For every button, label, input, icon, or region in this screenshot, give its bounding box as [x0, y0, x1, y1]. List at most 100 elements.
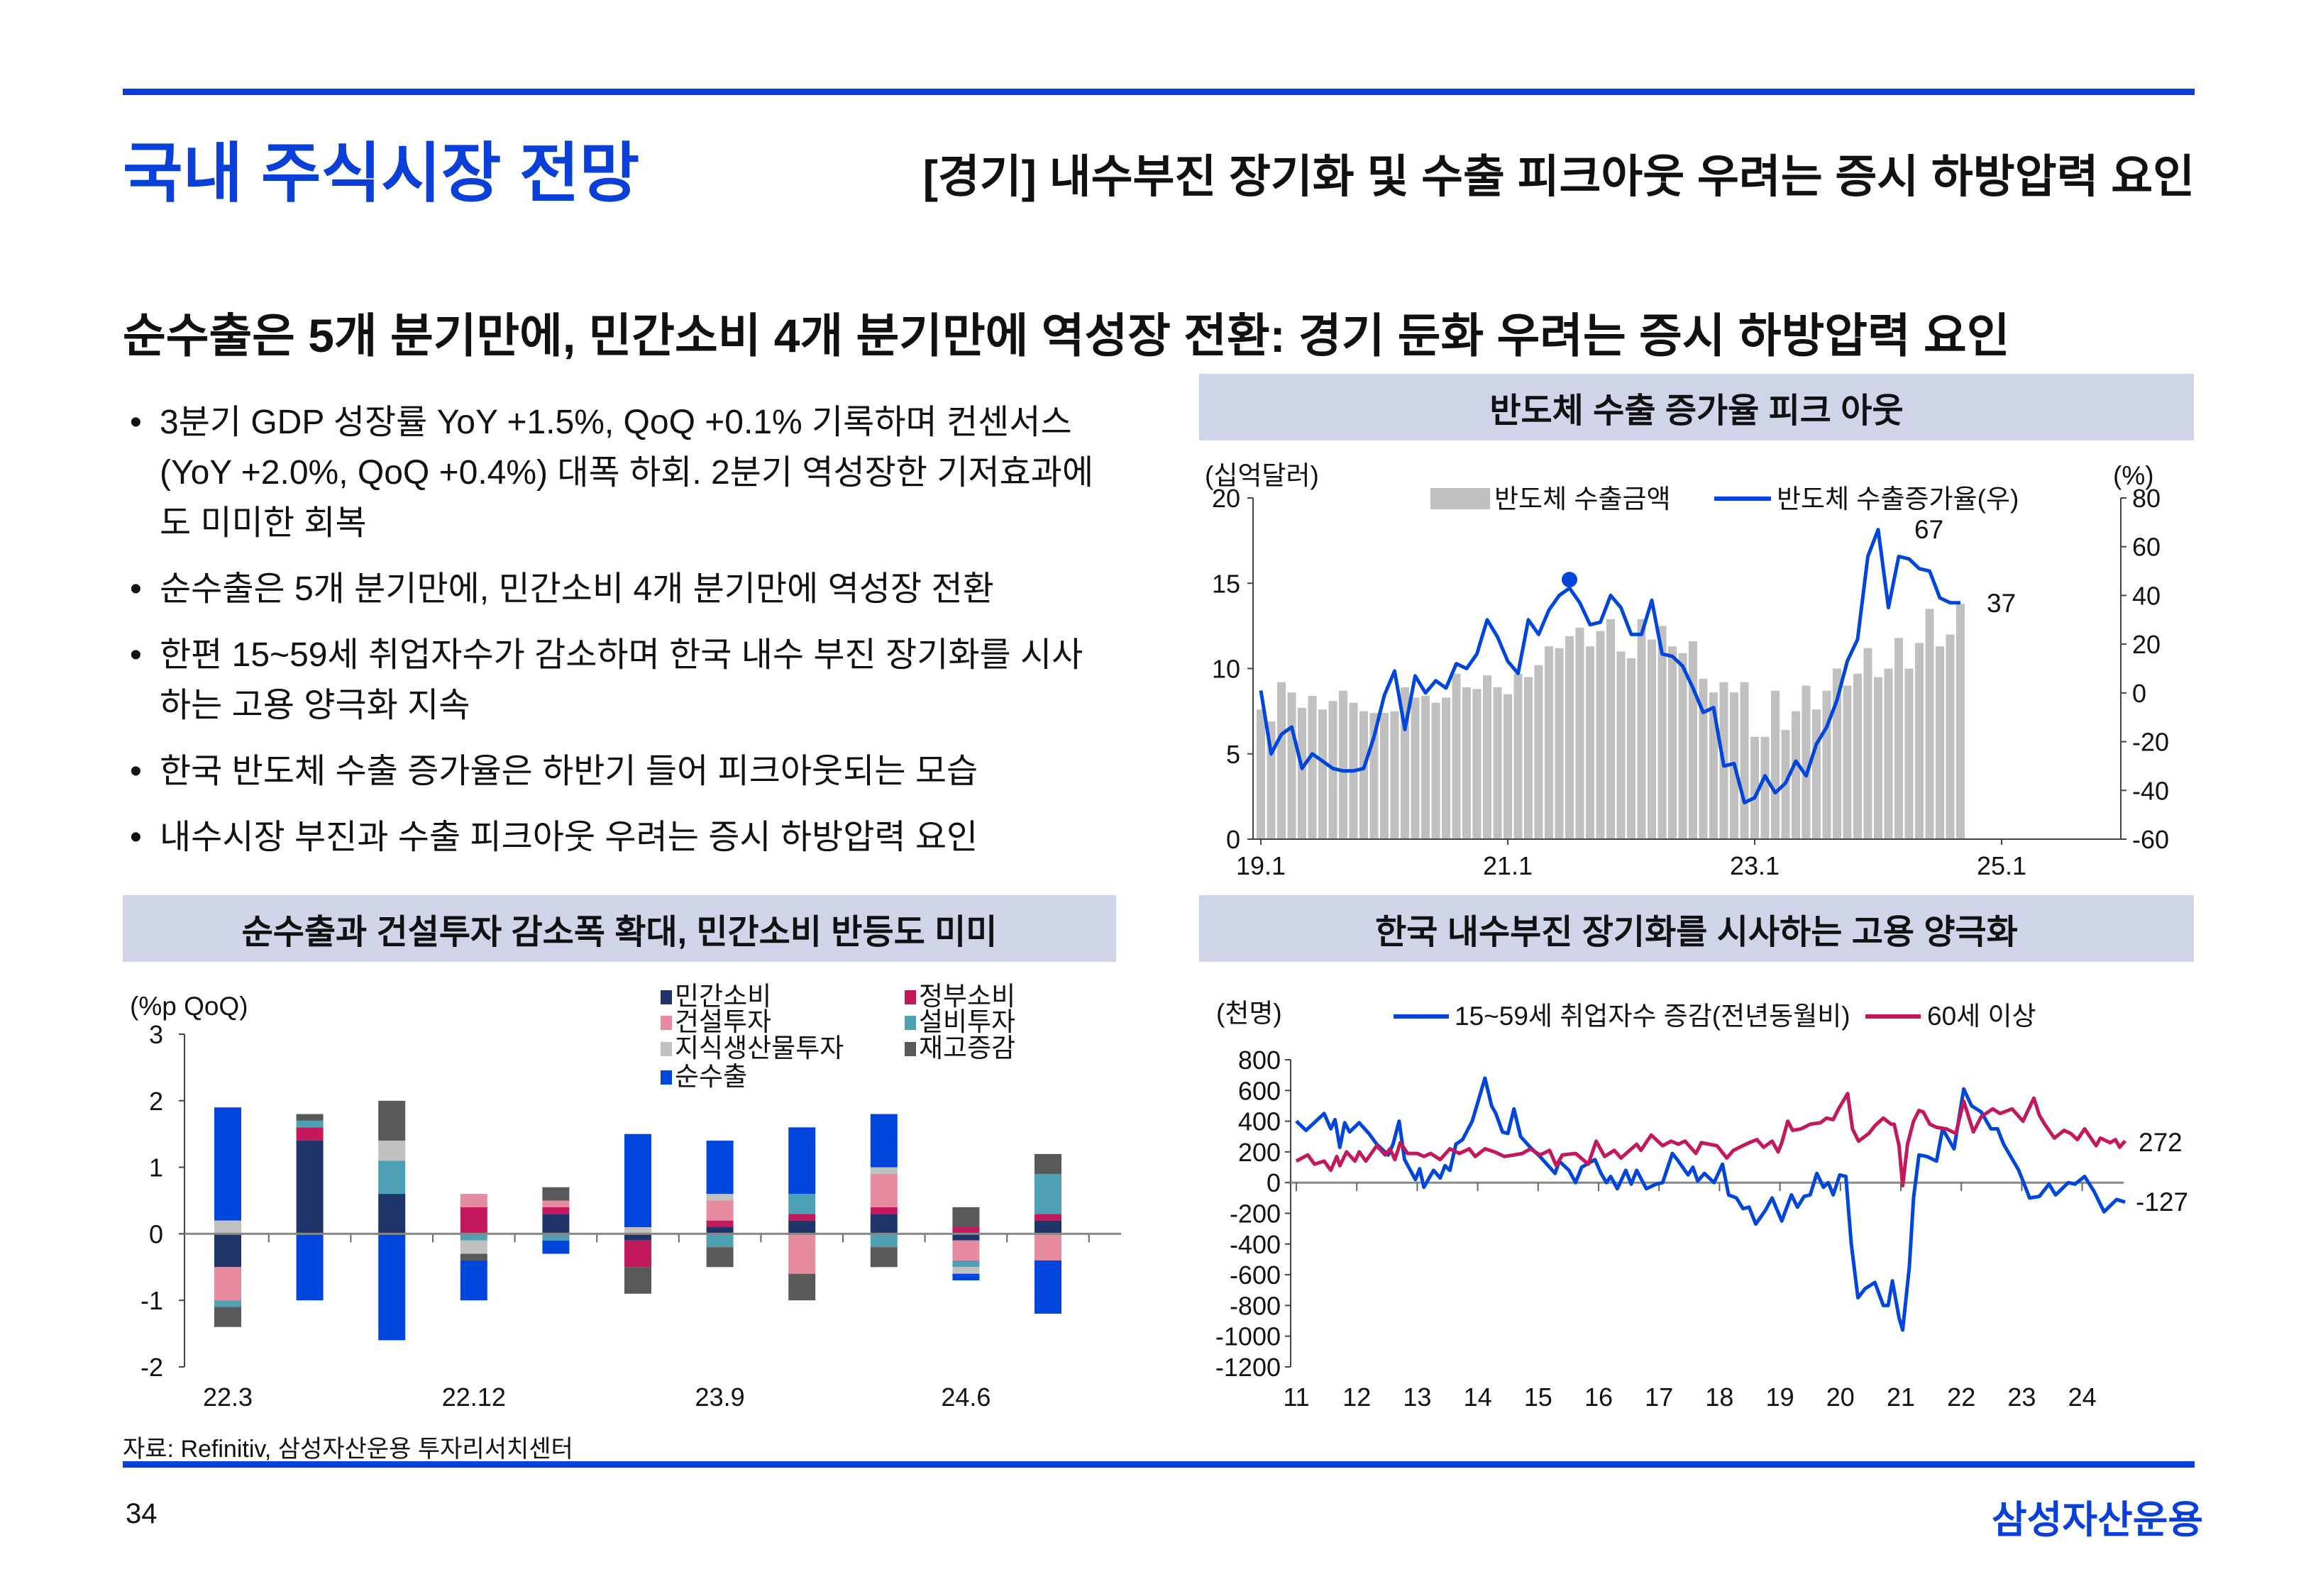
export-bar	[1504, 694, 1512, 839]
x-tick-label: 16	[1584, 1382, 1613, 1412]
y-right-tick-label: -60	[2132, 825, 2169, 854]
export-bar	[1493, 687, 1502, 839]
x-tick-label: 21	[1887, 1382, 1915, 1412]
y-tick-label: 0	[1267, 1168, 1281, 1197]
export-bar	[1946, 634, 1955, 839]
x-tick-label: 18	[1705, 1382, 1733, 1412]
y-tick-label: 0	[1226, 825, 1240, 854]
data-label-last: 37	[1987, 589, 2017, 618]
y-right-tick-label: 20	[2132, 630, 2161, 659]
stacked-segment	[378, 1100, 406, 1141]
legend-swatch-bar	[1430, 488, 1490, 509]
export-bar	[1308, 695, 1317, 839]
stacked-segment	[378, 1141, 406, 1161]
stacked-segment	[952, 1267, 980, 1274]
export-bar	[1545, 646, 1553, 839]
legend-label: 반도체 수출금액	[1494, 484, 1671, 514]
stacked-segment	[624, 1134, 651, 1228]
stacked-segment	[870, 1214, 898, 1234]
bullet-item: 한국 반도체 수출 증가율은 하반기 들어 피크아웃되는 모습	[130, 746, 1123, 797]
export-bar	[1596, 631, 1605, 839]
y-tick-label: -600	[1230, 1260, 1281, 1290]
export-bar	[1287, 692, 1296, 839]
page-title: 국내 주식시장 전망	[123, 138, 640, 210]
stacked-segment	[952, 1273, 980, 1281]
export-bar	[1657, 626, 1667, 839]
export-bar	[1843, 685, 1852, 839]
legend-label: 재고증감	[919, 1033, 1016, 1063]
stacked-segment	[706, 1220, 734, 1228]
stacked-segment	[870, 1167, 898, 1174]
export-bar	[1421, 695, 1430, 839]
y-tick-label: 1	[149, 1153, 163, 1182]
stacked-segment	[460, 1194, 487, 1207]
export-bar	[1462, 687, 1471, 839]
export-bar	[1606, 619, 1615, 839]
stacked-segment	[214, 1307, 241, 1327]
bullet-list: 3분기 GDP 성장률 YoY +1.5%, QoQ +0.1% 기록하며 컨센…	[130, 397, 1123, 878]
export-bar	[1956, 604, 1965, 839]
chart-title-semiconductor: 반도체 수출 증가율 피크 아웃	[1199, 374, 2194, 440]
export-bar	[1925, 609, 1934, 839]
stacked-segment	[542, 1200, 570, 1207]
export-bar	[1277, 682, 1286, 839]
stacked-segment	[378, 1194, 406, 1234]
stacked-segment	[296, 1234, 324, 1301]
y-tick-label: 800	[1238, 1046, 1281, 1075]
export-bar	[1689, 641, 1697, 839]
stacked-segment	[624, 1240, 651, 1268]
export-bar	[1740, 682, 1749, 839]
stacked-segment	[214, 1220, 241, 1234]
employment-60plus-line	[1295, 1092, 2127, 1188]
x-tick-label: 12	[1342, 1382, 1371, 1412]
export-bar	[1524, 677, 1533, 839]
stacked-segment	[1035, 1214, 1061, 1221]
y-tick-label: 600	[1238, 1076, 1281, 1105]
export-bar	[1555, 648, 1564, 839]
y-tick-label: 0	[149, 1219, 163, 1248]
y-right-tick-label: -40	[2132, 776, 2169, 805]
end-label-60plus: 272	[2139, 1128, 2183, 1157]
page-heading: [경기] 내수부진 장기화 및 수출 피크아웃 우려는 증시 하방압력 요인	[922, 151, 2195, 202]
export-bar	[1513, 673, 1523, 839]
bullet-item: 내수시장 부진과 수출 피크아웃 우려는 증시 하방압력 요인	[130, 812, 1123, 863]
stacked-segment	[870, 1207, 898, 1214]
stacked-segment	[1035, 1173, 1061, 1214]
x-tick-label: 24	[2068, 1382, 2097, 1412]
chart-title-gdp-contribution: 순수출과 건설투자 감소폭 확대, 민간소비 반등도 미미	[123, 895, 1116, 962]
stacked-segment	[788, 1220, 816, 1234]
export-bar	[1565, 636, 1574, 839]
x-tick-label: 15	[1524, 1382, 1552, 1412]
highlight-marker	[1562, 572, 1577, 588]
legend-label: 순수출	[675, 1062, 748, 1091]
stacked-segment	[214, 1300, 241, 1307]
stacked-segment	[542, 1234, 570, 1241]
stacked-segment	[460, 1260, 487, 1301]
legend-swatch-line	[1865, 1014, 1921, 1019]
export-bar	[1431, 702, 1440, 839]
export-bar	[1339, 690, 1347, 839]
top-rule	[123, 89, 2195, 95]
export-bar	[1678, 653, 1687, 839]
employment-15-59-line	[1295, 1076, 2126, 1332]
stacked-segment	[1035, 1260, 1061, 1314]
y-tick-label: 200	[1238, 1138, 1281, 1167]
x-tick-label: 23	[2007, 1382, 2036, 1412]
stacked-segment	[706, 1234, 734, 1248]
x-tick-label: 14	[1464, 1382, 1492, 1412]
export-bar	[1771, 690, 1780, 839]
legend-label: 15~59세 취업자수 증감(전년동월비)	[1455, 1002, 1850, 1031]
stacked-segment	[870, 1173, 898, 1207]
x-tick-label: 21.1	[1483, 851, 1533, 880]
y-tick-label: -1200	[1215, 1353, 1281, 1382]
stacked-segment	[542, 1240, 570, 1254]
stacked-segment	[788, 1214, 816, 1221]
stacked-segment	[1035, 1220, 1061, 1234]
x-tick-label: 22.12	[442, 1382, 506, 1412]
page-number: 34	[126, 1498, 158, 1529]
y-right-tick-label: 80	[2132, 484, 2161, 513]
stacked-segment	[460, 1234, 487, 1241]
export-bar	[1380, 713, 1389, 839]
stacked-segment	[1035, 1234, 1061, 1260]
